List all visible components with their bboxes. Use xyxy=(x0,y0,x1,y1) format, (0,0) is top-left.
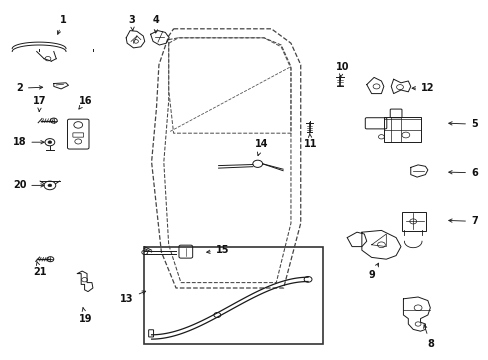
Circle shape xyxy=(48,184,52,187)
Text: 16: 16 xyxy=(79,96,92,109)
Text: 12: 12 xyxy=(411,83,434,93)
Text: 18: 18 xyxy=(13,137,44,147)
Text: 1: 1 xyxy=(57,15,67,34)
Text: 9: 9 xyxy=(367,263,378,280)
Text: 17: 17 xyxy=(33,96,47,112)
Text: 19: 19 xyxy=(79,308,92,324)
Text: 11: 11 xyxy=(303,134,317,149)
Text: 21: 21 xyxy=(33,261,47,277)
Text: 7: 7 xyxy=(448,216,477,226)
Text: 2: 2 xyxy=(16,83,42,93)
Text: 5: 5 xyxy=(448,119,477,129)
Text: 6: 6 xyxy=(448,168,477,178)
Text: 8: 8 xyxy=(423,325,433,349)
Text: 15: 15 xyxy=(206,245,229,255)
Bar xyxy=(144,247,322,344)
Text: 20: 20 xyxy=(13,180,44,190)
Text: 13: 13 xyxy=(120,291,145,304)
Text: 3: 3 xyxy=(128,15,135,31)
Text: 4: 4 xyxy=(153,15,160,33)
Circle shape xyxy=(48,141,52,144)
Text: 10: 10 xyxy=(335,62,348,77)
Text: 14: 14 xyxy=(254,139,268,156)
